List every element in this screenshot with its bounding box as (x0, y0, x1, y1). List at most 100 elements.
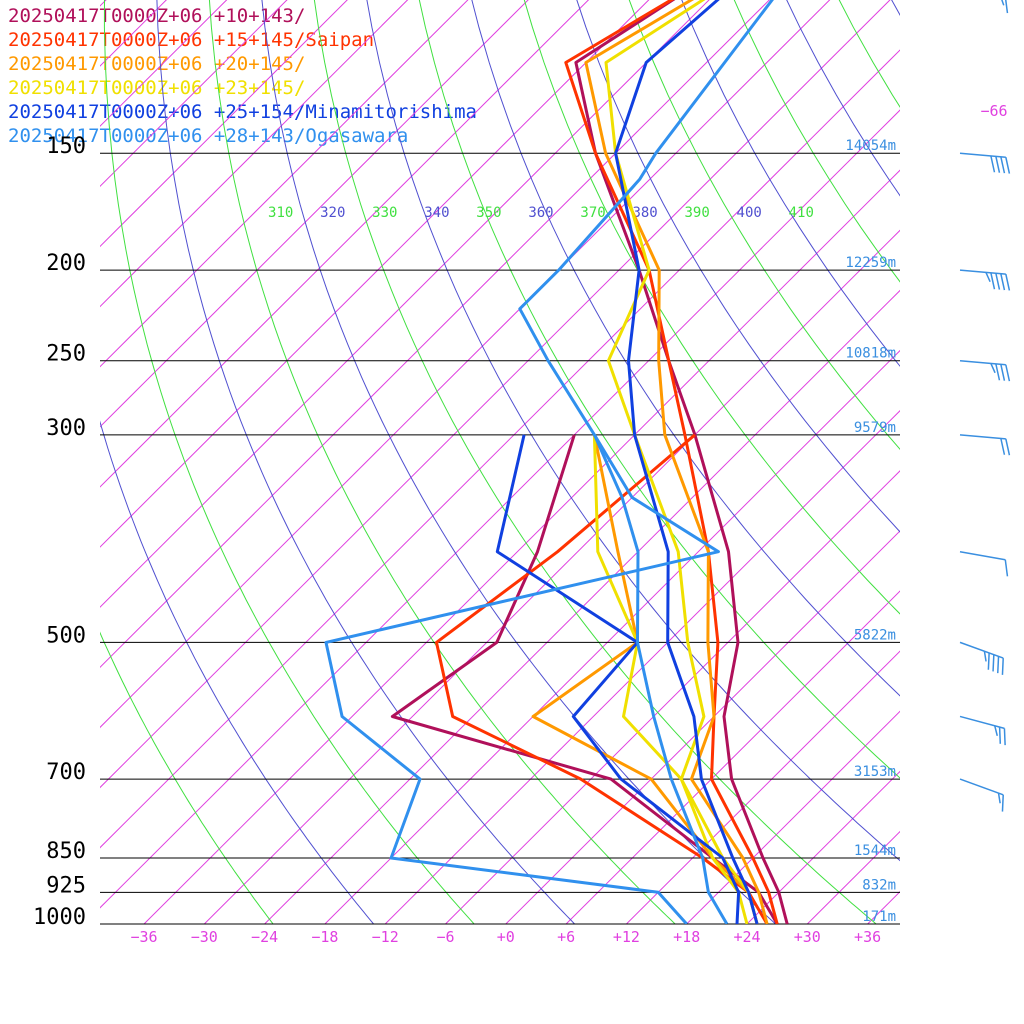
isotherm-line (565, 590, 900, 924)
dry-adiabat-line (100, 420, 375, 924)
wind-barb-feather (998, 727, 1002, 744)
dry-adiabat-line (523, 0, 900, 615)
wind-barb-feather (1001, 658, 1004, 675)
wind-barb-feather (987, 652, 990, 670)
wind-barb-feather (1005, 273, 1011, 291)
isotherm-line (384, 410, 900, 924)
theta-label: 320 (320, 205, 345, 221)
temperature-profile (604, 0, 759, 924)
wind-barb-feather (997, 656, 1000, 674)
dry-adiabat-line (366, 0, 900, 862)
height-label: 1544m (854, 843, 896, 859)
dry-adiabat-line (156, 0, 576, 924)
wind-barb-feather (994, 725, 999, 736)
wind-barb-feather (1004, 559, 1009, 577)
x-tick-label: −24 (251, 928, 278, 946)
wind-barb (959, 434, 1011, 456)
isotherm-line (0, 0, 935, 924)
theta-label: 380 (632, 205, 657, 221)
isotherm-line (806, 830, 900, 924)
x-tick-label: +0 (497, 928, 515, 946)
wind-barb-feather (1003, 728, 1006, 746)
legend-item: 20250417T0000Z+06 +10+143/ (8, 5, 306, 27)
dry-adiabat-line (100, 631, 274, 924)
wind-barb-feather (1000, 438, 1006, 455)
x-tick-label: −36 (130, 928, 157, 946)
wind-barb-feather (1000, 273, 1006, 291)
pressure-label: 300 (46, 416, 86, 441)
temperature-profile (614, 0, 759, 924)
x-tick-label: +18 (673, 928, 700, 946)
wind-barb-feather (995, 156, 1001, 173)
wind-barb-feather (985, 272, 991, 283)
temperature-profile (584, 0, 769, 924)
x-tick-label: −12 (372, 928, 399, 946)
isotherm-line (100, 0, 770, 668)
wind-barb-staff (959, 434, 1006, 440)
x-tick-label: +12 (613, 928, 640, 946)
upper-temp-label: −66 (980, 102, 1007, 120)
wind-barb-staff (959, 360, 1006, 366)
isotherm-line (445, 470, 900, 924)
isotherm-line (100, 49, 900, 849)
dewpoint-profile (390, 434, 779, 924)
wind-barb (959, 360, 1011, 382)
dry-adiabat-line (733, 0, 900, 283)
wind-barb-feather (1005, 438, 1011, 456)
wind-barb-staff (959, 550, 1006, 561)
wind-barb-feather (1001, 794, 1004, 812)
height-label: 12259m (845, 255, 896, 271)
wind-barb (959, 641, 1004, 675)
dry-adiabat-line (891, 0, 900, 16)
pressure-label: 1000 (33, 905, 86, 930)
wind-barb-feather (992, 654, 995, 672)
wind-barb-staff (959, 715, 1005, 730)
legend-item: 20250417T0000Z+06 +20+145/ (8, 53, 306, 75)
wind-barb-feather (1005, 364, 1011, 382)
isotherm-line (203, 229, 900, 924)
isotherm-line (0, 0, 875, 924)
dewpoint-profile (495, 434, 741, 924)
wind-barb (959, 152, 1011, 174)
height-label: 5822m (854, 627, 896, 643)
wind-barb (959, 778, 1004, 812)
theta-label: 340 (424, 205, 449, 221)
height-label: 9579m (854, 420, 896, 436)
isotherm-line (505, 530, 900, 924)
wind-barb-feather (990, 272, 996, 290)
pressure-label: 200 (46, 251, 86, 276)
x-tick-label: +6 (557, 928, 575, 946)
wind-barb (1001, 0, 1009, 14)
height-label: 14054m (845, 138, 896, 154)
x-tick-label: +36 (854, 928, 881, 946)
wind-barb-feather (990, 363, 996, 374)
height-label: 832m (862, 877, 896, 893)
wind-barb-feather (995, 273, 1001, 290)
wind-barb-staff (959, 641, 1004, 659)
isotherm-line (264, 289, 900, 924)
theta-label: 370 (580, 205, 605, 221)
dry-adiabat-line (261, 0, 777, 924)
dry-adiabat-line (313, 0, 877, 924)
x-tick-label: +30 (794, 928, 821, 946)
wind-barb-feather (995, 363, 1001, 381)
wind-barb-feather (1001, 0, 1005, 6)
wind-barb-staff (959, 269, 1006, 275)
height-label: 10818m (845, 346, 896, 362)
pressure-label: 700 (46, 760, 86, 785)
dry-adiabat-line (681, 0, 900, 367)
dry-adiabat-line (418, 0, 900, 779)
wind-barb-feather (990, 155, 996, 173)
legend-item: 20250417T0000Z+06 +23+145/ (8, 77, 306, 99)
x-tick-label: −30 (191, 928, 218, 946)
legend-item: 20250417T0000Z+06 +28+143/Ogasawara (8, 125, 409, 147)
isotherm-line (100, 0, 831, 729)
theta-label: 390 (685, 205, 710, 221)
wind-barb-feather (1005, 157, 1011, 174)
wind-barb-feather (997, 792, 1001, 804)
x-tick-label: +24 (733, 928, 760, 946)
wind-barb-staff (959, 778, 1004, 796)
wind-barb (959, 715, 1006, 746)
theta-label: 410 (789, 205, 814, 221)
